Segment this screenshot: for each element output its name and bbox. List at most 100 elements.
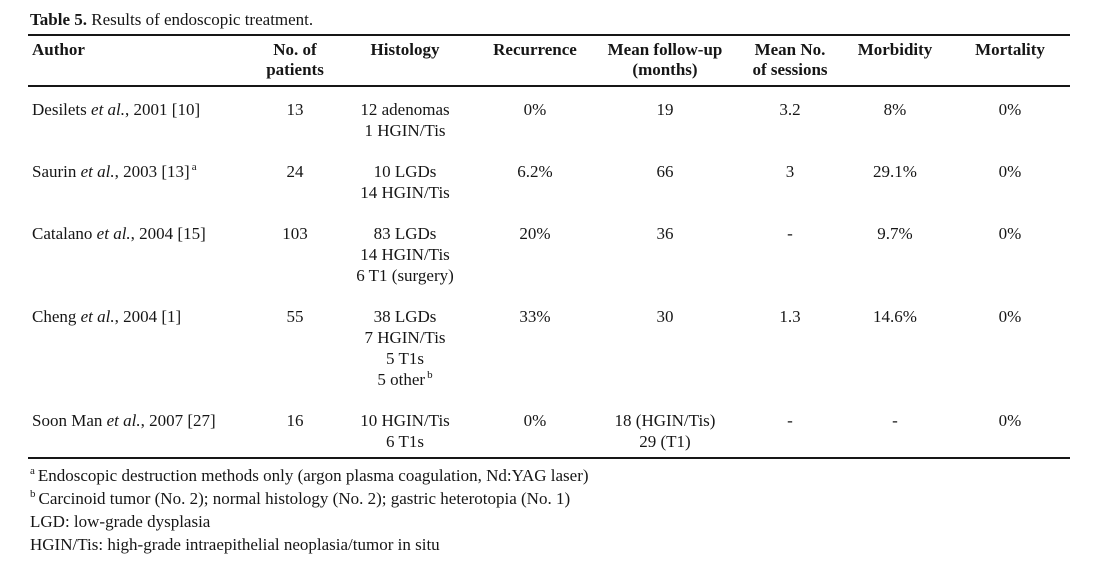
table-caption: Table 5. Results of endoscopic treatment…: [30, 9, 1100, 31]
table-row: Desilets et al., 2001 [10] 13 12 adenoma…: [28, 86, 1070, 141]
header-sessions: Mean No. of sessions: [740, 35, 840, 87]
sessions-cell: -: [787, 411, 793, 430]
followup-cell: 30: [590, 286, 740, 390]
table-row: Soon Man et al., 2007 [27] 16 10 HGIN/Ti…: [28, 390, 1070, 458]
author-cell: Cheng et al., 2004 [1]: [28, 286, 260, 390]
author-etal: et al.: [80, 307, 115, 326]
morbidity-cell: 29.1%: [873, 162, 917, 181]
table-caption-text: Results of endoscopic treatment.: [87, 10, 314, 29]
header-line: No. of: [273, 40, 317, 59]
followup-cell: 36: [590, 203, 740, 286]
author-rest: , 2004 [15]: [130, 224, 206, 243]
header-line: Mean No.: [754, 40, 826, 59]
header-line: Recurrence: [493, 40, 577, 59]
followup-line: 66: [656, 162, 674, 181]
table-header: Author No. of patients Histology Recurre…: [28, 35, 1070, 87]
recurrence-cell: 20%: [519, 224, 551, 243]
author-name: Cheng: [32, 307, 81, 326]
results-table: Author No. of patients Histology Recurre…: [28, 34, 1070, 459]
header-line: patients: [266, 60, 324, 79]
footnote-text: LGD: low-grade dysplasia: [30, 512, 211, 531]
sessions-cell: 3: [785, 162, 795, 181]
morbidity-cell: 9.7%: [877, 224, 913, 243]
author-name: Catalano: [32, 224, 97, 243]
followup-line: 36: [656, 224, 674, 243]
author-etal: et al.: [91, 100, 126, 119]
header-line: Mortality: [975, 40, 1045, 59]
table-body: Desilets et al., 2001 [10] 13 12 adenoma…: [28, 86, 1070, 458]
header-recurrence: Recurrence: [480, 35, 590, 87]
histology-cell: 83 LGDs 14 HGIN/Tis 6 T1 (surgery): [330, 203, 480, 286]
header-line: of sessions: [752, 60, 828, 79]
author-rest: , 2003 [13]: [114, 162, 190, 181]
author-footnote-marker: a: [191, 161, 197, 174]
mortality-cell: 0%: [998, 307, 1022, 326]
patients-cell: 16: [286, 411, 304, 430]
header-row: Author No. of patients Histology Recurre…: [28, 35, 1070, 87]
footnote-text: HGIN/Tis: high-grade intraepithelial neo…: [30, 535, 440, 554]
histology-line: 12 adenomas: [360, 100, 450, 119]
table-row: Cheng et al., 2004 [1] 55 38 LGDs 7 HGIN…: [28, 286, 1070, 390]
mortality-cell: 0%: [998, 162, 1022, 181]
table-row: Catalano et al., 2004 [15] 103 83 LGDs 1…: [28, 203, 1070, 286]
histology-line: 83 LGDs: [373, 224, 437, 243]
patients-cell: 24: [286, 162, 304, 181]
header-mortality: Mortality: [950, 35, 1070, 87]
mortality-cell: 0%: [998, 224, 1022, 243]
histology-line: 5 other b: [333, 369, 477, 390]
table-footnotes: a Endoscopic destruction methods only (ar…: [30, 464, 1100, 556]
morbidity-cell: -: [892, 411, 898, 430]
histology-line: 38 LGDs: [373, 307, 437, 326]
footnote-b: b Carcinoid tumor (No. 2); normal histolo…: [30, 487, 1100, 510]
followup-cell: 19: [590, 86, 740, 141]
recurrence-cell: 33%: [519, 307, 551, 326]
footnote-text: Endoscopic destruction methods only (arg…: [37, 466, 589, 485]
histology-line: 14 HGIN/Tis: [360, 245, 450, 264]
footnote-marker: a: [30, 465, 35, 478]
histology-cell: 10 HGIN/Tis 6 T1s: [330, 390, 480, 458]
footnote-hgin: HGIN/Tis: high-grade intraepithelial neo…: [30, 533, 1100, 556]
author-cell: Desilets et al., 2001 [10]: [28, 86, 260, 141]
sessions-cell: -: [787, 224, 793, 243]
histology-line: 1 HGIN/Tis: [364, 121, 446, 140]
followup-cell: 18 (HGIN/Tis) 29 (T1): [590, 390, 740, 458]
header-line: Author: [32, 40, 85, 59]
header-line: Mean follow-up: [607, 40, 723, 59]
table-caption-label: Table 5.: [30, 10, 88, 29]
histology-line: 10 LGDs: [373, 162, 437, 181]
histology-footnote-marker: b: [427, 369, 433, 382]
author-rest: , 2001 [10]: [125, 100, 201, 119]
patients-cell: 55: [286, 307, 304, 326]
author-name: Desilets: [32, 100, 92, 119]
author-etal: et al.: [96, 224, 131, 243]
header-histology: Histology: [330, 35, 480, 87]
histology-line: 5 T1s: [386, 349, 424, 368]
header-author: Author: [28, 35, 260, 87]
morbidity-cell: 8%: [883, 100, 907, 119]
author-rest: , 2004 [1]: [114, 307, 182, 326]
footnote-lgd: LGD: low-grade dysplasia: [30, 510, 1100, 533]
followup-line: 19: [656, 100, 674, 119]
mortality-cell: 0%: [998, 411, 1022, 430]
histology-line: 14 HGIN/Tis: [360, 183, 450, 202]
header-morbidity: Morbidity: [840, 35, 950, 87]
morbidity-cell: 14.6%: [873, 307, 917, 326]
author-cell: Catalano et al., 2004 [15]: [28, 203, 260, 286]
histology-line: 6 T1 (surgery): [356, 266, 454, 285]
recurrence-cell: 6.2%: [517, 162, 553, 181]
histology-line: 6 T1s: [386, 432, 424, 451]
author-cell: Soon Man et al., 2007 [27]: [28, 390, 260, 458]
sessions-cell: 1.3: [779, 307, 801, 326]
header-line: Morbidity: [857, 40, 933, 59]
histology-line: 7 HGIN/Tis: [364, 328, 446, 347]
histology-cell: 10 LGDs 14 HGIN/Tis: [330, 141, 480, 203]
followup-line: 30: [656, 307, 674, 326]
followup-line: 18 (HGIN/Tis): [614, 411, 716, 430]
recurrence-cell: 0%: [523, 100, 547, 119]
author-etal: et al.: [80, 162, 115, 181]
footnote-text: Carcinoid tumor (No. 2); normal histolog…: [38, 489, 571, 508]
footnote-a: a Endoscopic destruction methods only (ar…: [30, 464, 1100, 487]
mortality-cell: 0%: [998, 100, 1022, 119]
patients-cell: 13: [286, 100, 304, 119]
